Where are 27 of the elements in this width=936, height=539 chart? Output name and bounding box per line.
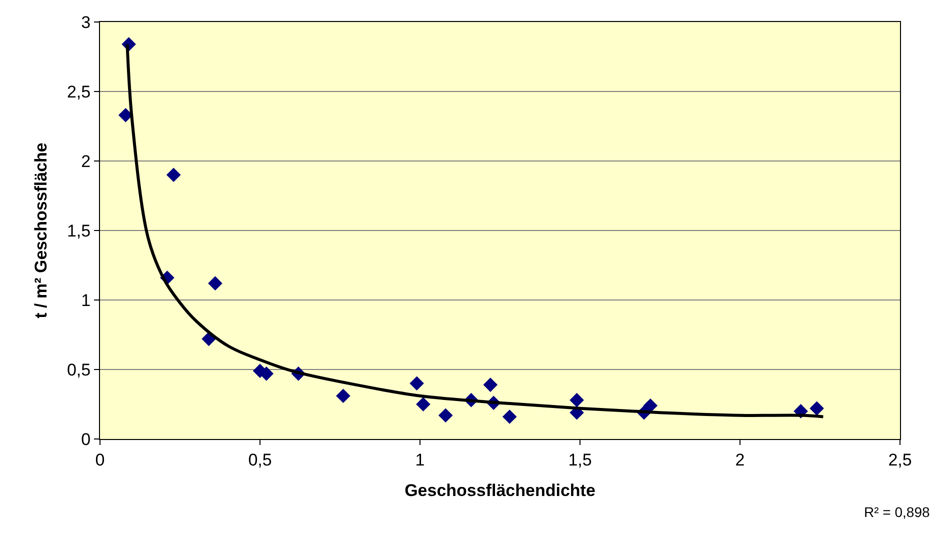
point (502, 410, 517, 424)
point (166, 168, 181, 182)
y-tick-label: 0 (81, 430, 91, 449)
y-tick-label: 1,5 (66, 221, 91, 240)
x-tick-label: 1 (415, 450, 425, 470)
x-axis-title: Geschossflächendichte (404, 480, 596, 500)
x-tick-label: 2 (735, 450, 745, 470)
point (336, 388, 350, 404)
x-tick-label: 0 (95, 450, 105, 470)
point (643, 398, 658, 413)
point (438, 408, 453, 423)
x-tick-label: 1,5 (568, 450, 592, 470)
y-axis-title: t / m² Geschossfläche (32, 142, 51, 318)
point (483, 378, 498, 392)
y-tick-label: 2,5 (66, 82, 91, 102)
y-tick-label: 0,5 (66, 360, 91, 380)
point (810, 401, 824, 416)
point (410, 376, 424, 391)
point (570, 392, 584, 408)
y-tick-label: 3 (81, 12, 91, 32)
x-tick-label: 2,5 (888, 450, 912, 470)
y-tick-label: 2 (81, 152, 91, 171)
y-tick-label: 1 (81, 290, 91, 310)
x-tick-label: 0,5 (248, 450, 272, 470)
point (416, 397, 430, 412)
point (208, 276, 222, 290)
text: R² = 0,898 (864, 504, 930, 520)
